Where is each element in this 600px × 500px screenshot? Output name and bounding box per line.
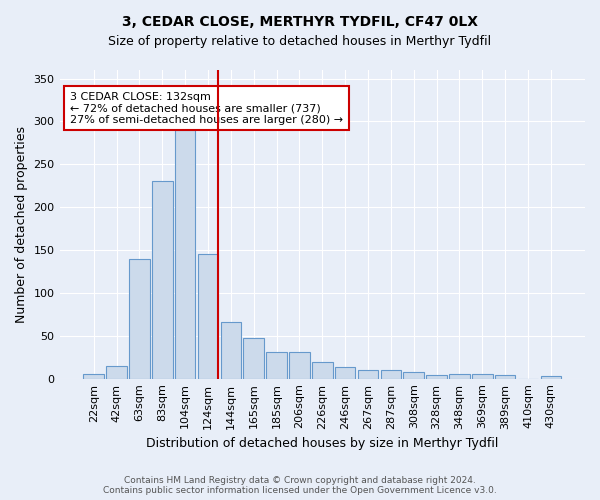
Bar	[426, 376, 447, 378]
Bar	[175, 130, 196, 378]
Text: Contains HM Land Registry data © Crown copyright and database right 2024.
Contai: Contains HM Land Registry data © Crown c…	[103, 476, 497, 495]
Bar	[106, 366, 127, 378]
Bar	[495, 376, 515, 378]
Bar	[198, 254, 218, 378]
Bar	[266, 352, 287, 378]
Bar	[152, 180, 173, 378]
Bar	[403, 372, 424, 378]
Bar	[335, 366, 355, 378]
Text: 3 CEDAR CLOSE: 132sqm
← 72% of detached houses are smaller (737)
27% of semi-det: 3 CEDAR CLOSE: 132sqm ← 72% of detached …	[70, 92, 343, 125]
Bar	[358, 370, 378, 378]
Bar	[312, 362, 332, 378]
X-axis label: Distribution of detached houses by size in Merthyr Tydfil: Distribution of detached houses by size …	[146, 437, 499, 450]
Bar	[472, 374, 493, 378]
Bar	[380, 370, 401, 378]
Bar	[244, 338, 264, 378]
Bar	[221, 322, 241, 378]
Bar	[541, 376, 561, 378]
Bar	[449, 374, 470, 378]
Bar	[129, 258, 150, 378]
Bar	[289, 352, 310, 378]
Text: 3, CEDAR CLOSE, MERTHYR TYDFIL, CF47 0LX: 3, CEDAR CLOSE, MERTHYR TYDFIL, CF47 0LX	[122, 15, 478, 29]
Text: Size of property relative to detached houses in Merthyr Tydfil: Size of property relative to detached ho…	[109, 35, 491, 48]
Y-axis label: Number of detached properties: Number of detached properties	[15, 126, 28, 323]
Bar	[83, 374, 104, 378]
